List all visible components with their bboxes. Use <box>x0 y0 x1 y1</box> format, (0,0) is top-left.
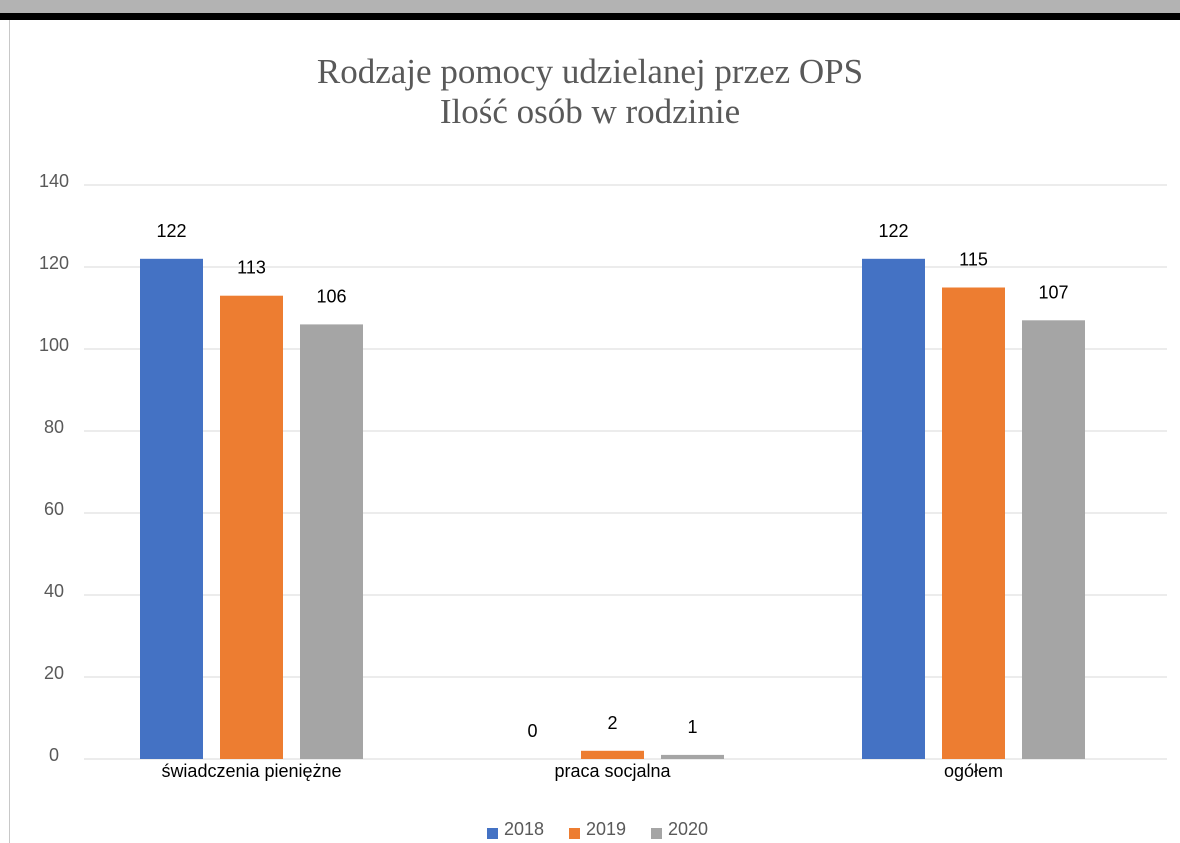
data-label: 122 <box>878 221 908 241</box>
bar-2020-2 <box>1022 320 1085 759</box>
bar-2020-1 <box>661 754 724 759</box>
legend-label: 2019 <box>586 818 627 839</box>
category-label: świadczenia pieniężne <box>161 761 341 781</box>
data-label: 113 <box>237 258 266 278</box>
legend-item-2020: 2020 <box>651 818 708 840</box>
y-tick-label: 80 <box>44 417 64 437</box>
data-label: 106 <box>316 286 346 306</box>
y-tick-label: 100 <box>39 335 69 355</box>
legend-swatch <box>651 827 662 839</box>
bar-2020-0 <box>300 324 363 759</box>
bar-2019-2 <box>942 287 1005 759</box>
data-label: 2 <box>607 713 617 733</box>
category-label: ogółem <box>944 761 1003 781</box>
y-tick-label: 120 <box>39 253 69 273</box>
window-top-bar-shade <box>0 0 1180 13</box>
data-label: 115 <box>959 250 988 270</box>
chart-title-block: Rodzaje pomocy udzielanej przez OPS Iloś… <box>0 52 1180 132</box>
y-tick-label: 40 <box>44 581 64 601</box>
bar-2019-0 <box>220 295 283 759</box>
bar-2019-1 <box>581 750 644 759</box>
data-label: 107 <box>1038 282 1068 302</box>
legend-item-2019: 2019 <box>569 818 626 840</box>
chart-title: Rodzaje pomocy udzielanej przez OPS <box>316 52 864 91</box>
y-tick-label: 140 <box>39 171 69 191</box>
legend-swatch <box>487 827 498 839</box>
legend-label: 2018 <box>504 818 545 839</box>
chart-subtitle: Ilość osób w rodzinie <box>439 92 741 131</box>
y-tick-label: 60 <box>44 499 64 519</box>
data-label: 1 <box>687 717 697 737</box>
data-label: 122 <box>156 221 186 241</box>
chart-legend: 2018 2019 2020 <box>0 818 1180 840</box>
bar-2018-0 <box>140 258 203 759</box>
data-label: 0 <box>527 721 537 741</box>
bar-2018-2 <box>862 258 925 759</box>
legend-swatch <box>569 827 580 839</box>
category-label: praca socjalna <box>554 761 671 781</box>
page-left-border <box>9 20 10 843</box>
legend-item-2018: 2018 <box>487 818 544 840</box>
y-tick-label: 0 <box>49 745 59 765</box>
y-tick-label: 20 <box>44 663 64 683</box>
legend-label: 2020 <box>668 818 709 839</box>
